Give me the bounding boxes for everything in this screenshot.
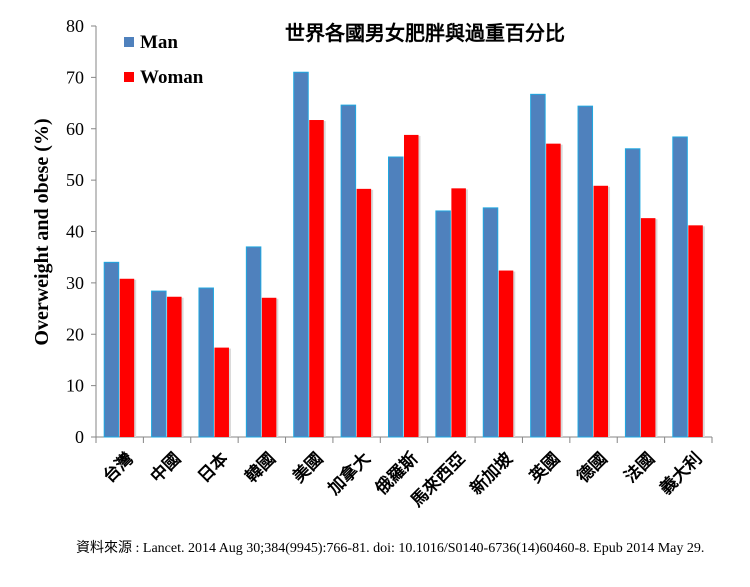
x-tick-label: 法國 (620, 448, 658, 486)
bar-woman (167, 296, 182, 437)
bar-man (672, 136, 688, 438)
y-tick-label: 80 (66, 16, 84, 36)
legend-label-man: Man (140, 32, 178, 53)
bar-chart: 世界各國男女肥胖與過重百分比 Overweight and obese (%) … (31, 16, 713, 510)
y-tick-label: 30 (66, 273, 84, 293)
x-tick-label: 美國 (288, 448, 326, 486)
y-tick-label: 70 (66, 67, 84, 87)
bar-woman (214, 347, 229, 437)
bar-man (245, 246, 262, 438)
bar-woman (546, 143, 561, 437)
x-tick-label: 中國 (146, 448, 184, 486)
x-tick-label: 台灣 (99, 448, 137, 486)
bar-woman (309, 120, 324, 438)
bar-man (577, 105, 594, 438)
bar-man (388, 156, 404, 438)
x-tick-label: 日本 (194, 448, 232, 486)
y-tick-label: 50 (66, 170, 84, 190)
bar-woman (261, 297, 277, 437)
source-note: 資料來源 : Lancet. 2014 Aug 30;384(9945):766… (76, 541, 705, 556)
bar-man (482, 207, 499, 438)
chart-title: 世界各國男女肥胖與過重百分比 (285, 21, 565, 45)
y-tick-label: 40 (66, 222, 84, 242)
bar-man (293, 71, 309, 438)
legend-label-woman: Woman (140, 67, 204, 88)
x-tick-label: 英國 (525, 448, 563, 486)
bar-woman (404, 134, 419, 438)
bar-man (151, 290, 167, 438)
bar-man (198, 287, 214, 438)
bar-woman (451, 188, 466, 437)
y-tick-label: 0 (75, 427, 84, 447)
bar-woman (498, 270, 514, 437)
x-tick-label: 德國 (573, 448, 611, 486)
x-tick-label: 新加坡 (466, 448, 516, 498)
y-axis-label: Overweight and obese (%) (31, 118, 53, 345)
legend-swatch-woman (124, 72, 134, 82)
bar-woman (688, 225, 703, 437)
bar-woman (640, 218, 656, 437)
bar-man (435, 210, 451, 438)
legend-swatch-man (124, 37, 134, 47)
bar-woman (356, 188, 372, 437)
bar-woman (119, 278, 135, 437)
x-tick-label: 加拿大 (323, 448, 374, 499)
bar-man (340, 104, 357, 438)
y-tick-label: 10 (66, 376, 84, 396)
bar-man (103, 261, 120, 438)
y-tick-label: 60 (66, 119, 84, 139)
y-tick-label: 20 (66, 324, 84, 344)
bar-man (624, 148, 641, 438)
x-tick-label: 義大利 (655, 448, 705, 498)
x-tick-label: 韓國 (241, 448, 279, 486)
bar-woman (593, 185, 609, 437)
bar-man (530, 93, 546, 438)
